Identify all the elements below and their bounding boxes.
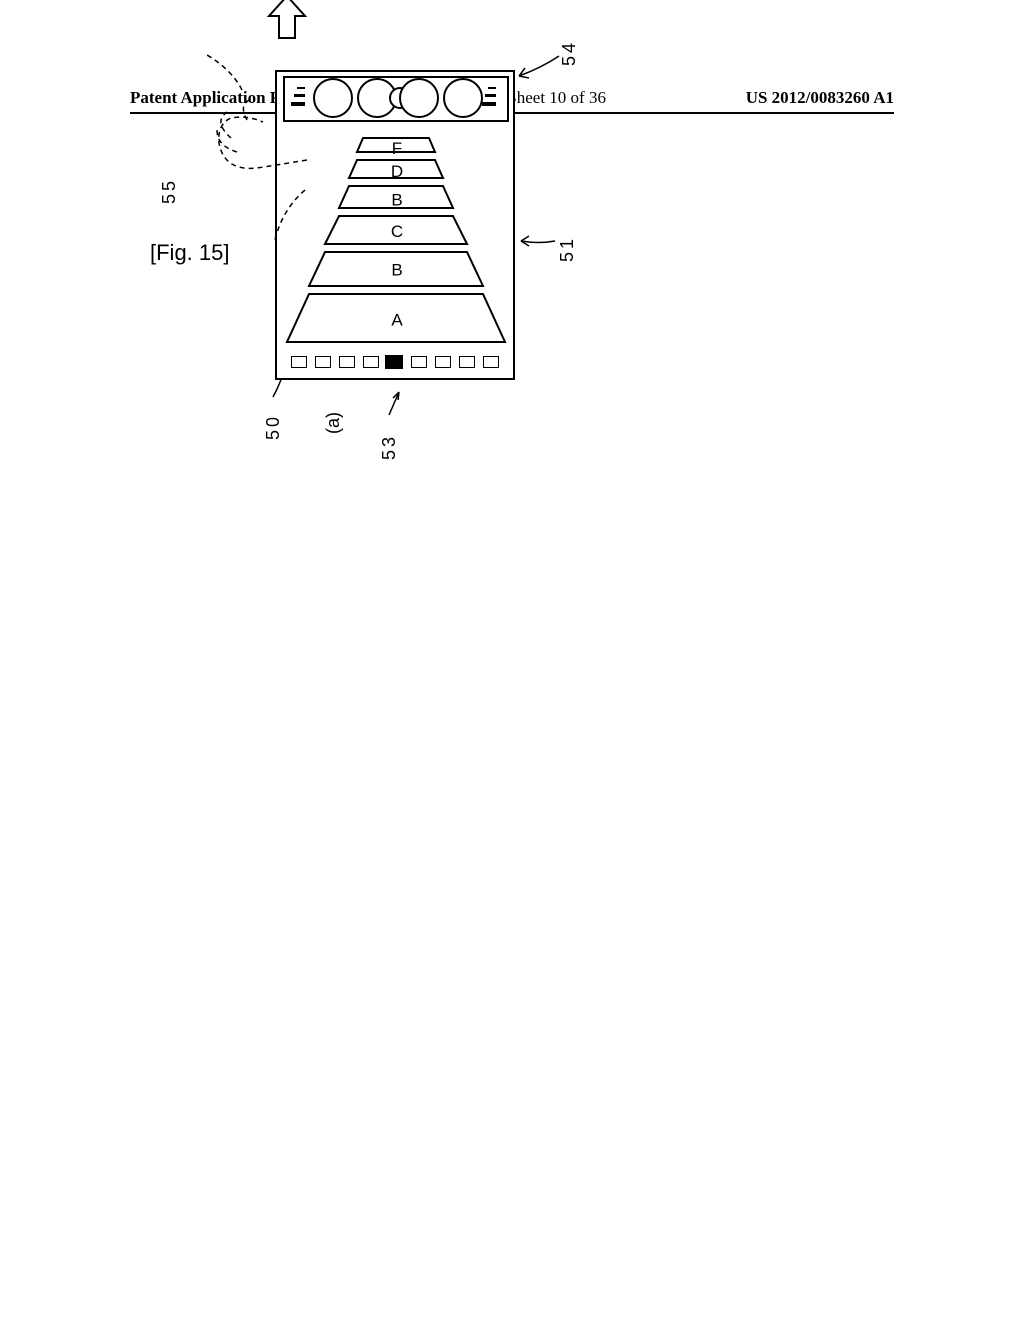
card-label: F xyxy=(392,139,402,159)
ref-50-a: 50 xyxy=(263,414,284,440)
leader-51 xyxy=(519,234,559,248)
card-label: A xyxy=(391,310,402,330)
control-circle xyxy=(313,78,353,118)
figure-15-diagram: (a) 53 50 xyxy=(275,0,725,310)
tab-item xyxy=(363,356,379,368)
ref-51: 51 xyxy=(557,236,578,262)
panel-a-label: (a) xyxy=(323,412,344,434)
tab-item xyxy=(435,356,451,368)
card-label: D xyxy=(391,162,403,182)
tab-item xyxy=(411,356,427,368)
tab-item xyxy=(315,356,331,368)
leader-54 xyxy=(517,50,563,80)
tab-item xyxy=(339,356,355,368)
header-pub-number: US 2012/0083260 A1 xyxy=(746,88,894,108)
tab-bar xyxy=(285,350,505,372)
gesture-hand-a xyxy=(187,50,317,270)
transition-arrow xyxy=(265,0,309,42)
card-label: B xyxy=(391,190,402,210)
tab-item xyxy=(291,356,307,368)
tab-item xyxy=(459,356,475,368)
pause-icon xyxy=(482,87,501,106)
control-circle xyxy=(399,78,439,118)
card-label: C xyxy=(391,222,403,242)
ref-55-a: 55 xyxy=(159,178,180,204)
card-label: B xyxy=(391,260,402,280)
tab-item xyxy=(483,356,499,368)
page-container: Patent Application Publication Apr. 5, 2… xyxy=(0,0,1024,1320)
control-circle xyxy=(443,78,483,118)
leader-53 xyxy=(385,384,403,416)
tab-item-active xyxy=(385,355,403,369)
ref-53: 53 xyxy=(379,434,400,460)
